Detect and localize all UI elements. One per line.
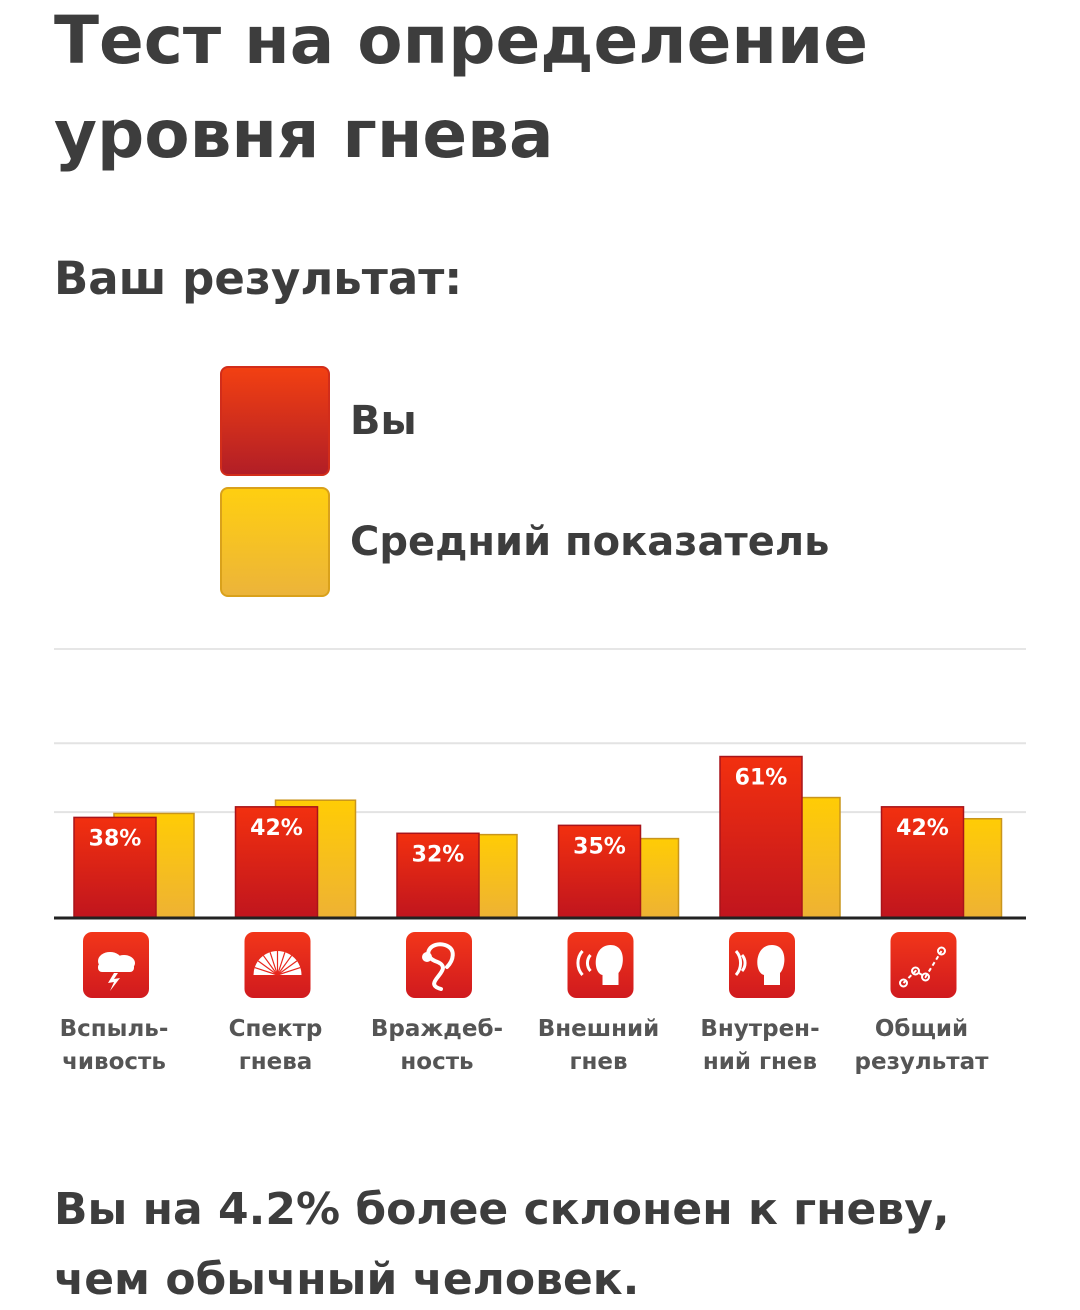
snake-icon: [406, 932, 472, 998]
anger-bar-chart: 38% 42% 32% 35% 61% 42% Вспыль-чивость Спектр г…: [54, 742, 1026, 1075]
fan-rib: [277, 967, 301, 976]
lightning-bolt: [108, 973, 120, 991]
sound-wave: [734, 950, 743, 976]
speaking-head-icon: [567, 932, 634, 998]
category-label: Внешний гнев: [538, 1016, 660, 1075]
trend-graph-icon: [890, 932, 957, 998]
listening-head-icon: [729, 932, 795, 998]
legend-label-average: Средний показатель: [350, 519, 830, 565]
legend-swatch-you: [220, 366, 330, 476]
sound-wave: [576, 950, 584, 976]
bar-you: [719, 755, 803, 919]
bar-you: [880, 806, 965, 919]
result-heading: Ваш результат:: [54, 252, 463, 305]
trend-point: [899, 978, 908, 988]
category-label-line: Враждеб-: [371, 1016, 503, 1042]
category-label-line: результат: [855, 1049, 990, 1075]
fan-rib: [254, 967, 278, 976]
sound-wave: [740, 954, 747, 972]
category-label-line: Спектр: [229, 1016, 323, 1042]
fan-rib: [277, 960, 298, 976]
category-label: Враждеб-ность: [371, 1016, 503, 1075]
category-label-line: Внутрен-: [700, 1016, 819, 1042]
bar-you: [234, 806, 319, 919]
legend-you: Вы: [220, 366, 417, 476]
category-label-line: гнева: [239, 1049, 313, 1075]
category-label: Спектр гнева: [229, 1016, 323, 1075]
bar-you: [73, 816, 157, 919]
fan-rib: [257, 960, 278, 976]
fan-spectrum-icon: [244, 932, 311, 998]
legend-swatch-average: [220, 487, 330, 597]
data-label: 61%: [735, 766, 788, 791]
fan-rib: [277, 955, 293, 976]
bar-you: [396, 832, 480, 919]
head-shape: [757, 945, 785, 985]
summary-text: Вы на 4.2% более склонен к гневу, чем об…: [54, 1184, 950, 1305]
icon-tile: [890, 932, 957, 998]
category-label-line: ний гнев: [703, 1049, 817, 1075]
data-label: 42%: [250, 816, 303, 841]
category-label: Внутрен-ний гнев: [700, 1016, 819, 1075]
category-label-line: чивость: [62, 1049, 166, 1075]
data-label: 42%: [896, 816, 949, 841]
trend-point: [911, 966, 920, 976]
fan-rib: [276, 951, 286, 976]
trend-line: [902, 950, 943, 984]
storm-icon: [83, 932, 149, 998]
category-label-line: ность: [400, 1049, 473, 1075]
snake-head: [422, 952, 432, 962]
fan-rib: [269, 951, 279, 976]
fan-rib: [262, 955, 278, 976]
trend-point: [937, 946, 946, 956]
category-label-line: Общий: [875, 1016, 968, 1042]
category-label-line: Вспыль-: [60, 1016, 169, 1042]
data-label: 38%: [89, 826, 142, 851]
cloud-base: [98, 963, 134, 972]
category-label-line: Внешний: [538, 1016, 660, 1042]
page-title: Тест на определение уровня гнева: [54, 2, 868, 173]
category-label: Общий результат: [855, 1016, 990, 1075]
sound-wave: [586, 954, 592, 972]
head-shape: [595, 945, 623, 985]
category-label-line: гнев: [569, 1049, 627, 1075]
legend-average: Средний показатель: [220, 487, 829, 597]
legend-label-you: Вы: [350, 398, 417, 444]
data-label: 32%: [412, 842, 465, 867]
divider-line: [54, 648, 1026, 650]
category-label: Вспыль-чивость: [60, 1016, 169, 1075]
data-label: 35%: [573, 834, 626, 859]
trend-point: [921, 972, 930, 982]
